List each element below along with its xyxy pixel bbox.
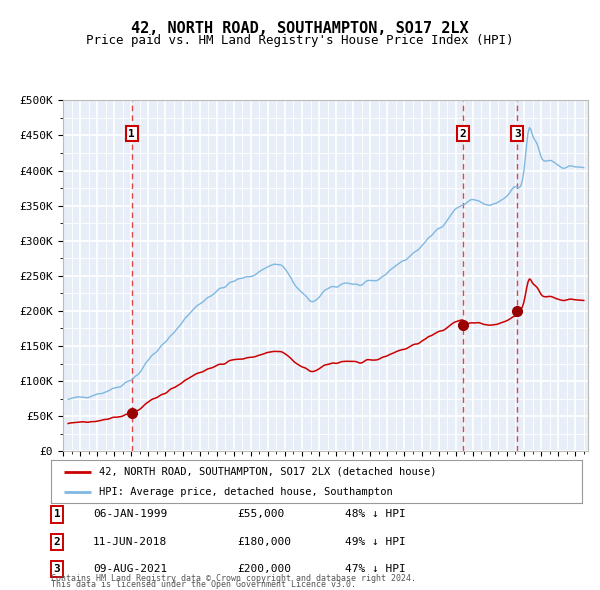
- Text: 48% ↓ HPI: 48% ↓ HPI: [345, 510, 406, 519]
- Text: 42, NORTH ROAD, SOUTHAMPTON, SO17 2LX (detached house): 42, NORTH ROAD, SOUTHAMPTON, SO17 2LX (d…: [99, 467, 436, 477]
- Text: 06-JAN-1999: 06-JAN-1999: [93, 510, 167, 519]
- Text: 42, NORTH ROAD, SOUTHAMPTON, SO17 2LX: 42, NORTH ROAD, SOUTHAMPTON, SO17 2LX: [131, 21, 469, 35]
- Text: 1: 1: [53, 510, 61, 519]
- Text: 2: 2: [53, 537, 61, 546]
- Text: £180,000: £180,000: [237, 537, 291, 546]
- Text: 3: 3: [514, 129, 521, 139]
- Text: Contains HM Land Registry data © Crown copyright and database right 2024.: Contains HM Land Registry data © Crown c…: [51, 574, 416, 583]
- Text: £55,000: £55,000: [237, 510, 284, 519]
- Text: 1: 1: [128, 129, 135, 139]
- Text: Price paid vs. HM Land Registry's House Price Index (HPI): Price paid vs. HM Land Registry's House …: [86, 34, 514, 47]
- Text: 3: 3: [53, 564, 61, 573]
- Text: 47% ↓ HPI: 47% ↓ HPI: [345, 564, 406, 573]
- Text: 09-AUG-2021: 09-AUG-2021: [93, 564, 167, 573]
- Text: HPI: Average price, detached house, Southampton: HPI: Average price, detached house, Sout…: [99, 487, 392, 497]
- Text: This data is licensed under the Open Government Licence v3.0.: This data is licensed under the Open Gov…: [51, 581, 356, 589]
- Text: 2: 2: [460, 129, 467, 139]
- Text: £200,000: £200,000: [237, 564, 291, 573]
- Text: 11-JUN-2018: 11-JUN-2018: [93, 537, 167, 546]
- Text: 49% ↓ HPI: 49% ↓ HPI: [345, 537, 406, 546]
